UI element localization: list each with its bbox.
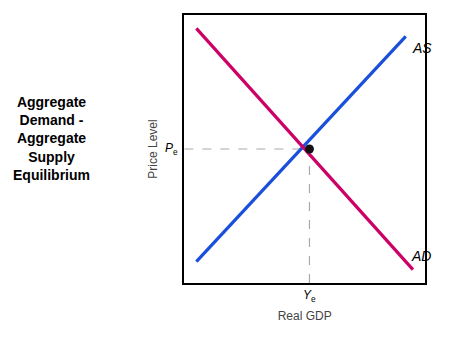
svg-text:AS: AS (412, 40, 432, 56)
svg-text:Real GDP: Real GDP (278, 309, 332, 323)
svg-text:AD: AD (411, 248, 431, 264)
svg-text:Price Level: Price Level (146, 119, 160, 178)
svg-text:AggregateDemand -AggregateSupp: AggregateDemand -AggregateSupplyEquilibr… (13, 94, 90, 183)
svg-text:P​e​: P​e​ (165, 141, 178, 157)
svg-text:Y​e​: Y​e​ (303, 288, 316, 304)
